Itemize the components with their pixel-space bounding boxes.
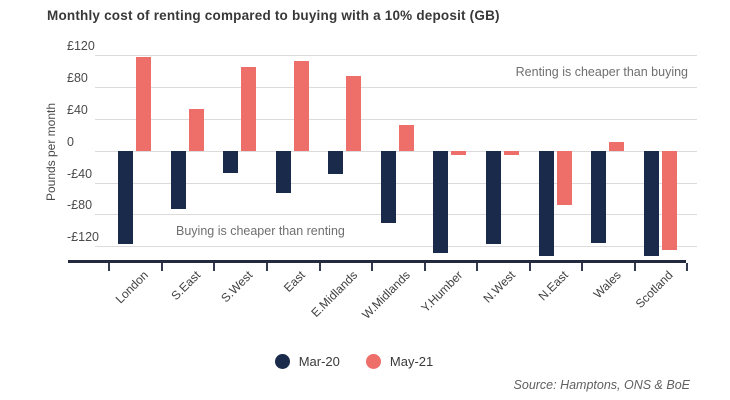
y-axis-title: Pounds per month (44, 102, 58, 202)
bar-mar20-east (275, 150, 291, 193)
x-axis-tick (686, 263, 689, 271)
bar-mar20-neast (538, 150, 554, 257)
category-label-emidlands: E.Midlands (308, 268, 361, 320)
y-tick-label-120: -£120 (67, 230, 99, 244)
bar-may21-wales (609, 142, 624, 151)
y-tick-label-40: £40 (67, 102, 88, 117)
gridline-40 (95, 182, 697, 184)
bar-mar20-london (118, 150, 134, 245)
x-axis-tick (265, 263, 268, 271)
x-axis-tick (476, 263, 479, 271)
bar-may21-east (293, 61, 309, 151)
x-axis-tick (581, 263, 584, 271)
x-axis-line (68, 260, 686, 263)
bar-may21-yhumber (451, 150, 467, 156)
category-label-wmidlands: W.Midlands (359, 268, 414, 322)
bar-mar20-wmidlands (380, 150, 396, 223)
chart-title: Monthly cost of renting compared to buyi… (47, 8, 500, 23)
gridline-80 (95, 214, 697, 216)
bar-may21-neast (556, 150, 572, 205)
gridline-40 (95, 118, 697, 120)
legend-item-may21: May-21 (365, 354, 434, 369)
x-axis-tick (108, 263, 111, 271)
bar-mar20-swest (223, 150, 239, 173)
bar-may21-emidlands (346, 76, 362, 151)
bar-may21-scotland (661, 150, 677, 250)
category-label-neast: N.East (535, 268, 571, 304)
gridline-120 (95, 55, 697, 57)
annotation-renting-cheaper: Renting is cheaper than buying (515, 65, 688, 79)
legend-swatch-may21 (365, 354, 381, 369)
y-tick-label-0: 0 (67, 134, 74, 149)
x-axis-tick (160, 263, 163, 271)
bar-mar20-seast (170, 150, 186, 209)
y-tick-label-120: £120 (67, 39, 95, 54)
bar-mar20-emidlands (328, 150, 344, 174)
bar-may21-wmidlands (398, 124, 414, 151)
x-axis-tick (213, 263, 216, 271)
x-axis-tick (371, 263, 374, 271)
x-axis-tick (423, 263, 426, 271)
legend: Mar-20 May-21 (0, 354, 719, 369)
bar-may21-swest (241, 67, 257, 151)
legend-swatch-mar20 (274, 354, 290, 369)
category-label-seast: S.East (168, 268, 203, 303)
legend-item-mar20: Mar-20 (274, 354, 340, 369)
bar-mar20-scotland (643, 150, 659, 257)
gridline-120 (95, 246, 697, 247)
y-tick-label-80: £80 (67, 71, 88, 86)
gridline-0 (95, 150, 697, 152)
category-label-nwest: N.West (480, 268, 519, 306)
legend-label-may21: May-21 (389, 354, 434, 369)
bar-mar20-wales (591, 150, 606, 243)
bar-may21-nwest (503, 150, 519, 155)
bar-may21-london (136, 57, 152, 151)
bar-mar20-nwest (485, 150, 501, 244)
category-label-yhumber: Y.Humber (418, 268, 466, 316)
category-label-scotland: Scotland (633, 268, 676, 311)
category-label-east: East (281, 268, 309, 295)
x-axis-tick (633, 263, 636, 271)
category-label-london: London (112, 268, 151, 307)
y-tick-label-40: -£40 (67, 166, 93, 181)
category-label-swest: S.West (218, 268, 256, 306)
bar-mar20-yhumber (433, 150, 449, 254)
category-label-wales: Wales (590, 268, 624, 302)
gridline-80 (95, 87, 697, 89)
x-axis-tick (318, 263, 321, 271)
legend-label-mar20: Mar-20 (298, 354, 340, 369)
annotation-buying-cheaper: Buying is cheaper than renting (176, 224, 345, 238)
x-axis-tick (528, 263, 531, 271)
bar-may21-seast (188, 109, 204, 151)
y-tick-label-80: -£80 (67, 198, 93, 213)
source-text: Source: Hamptons, ONS & BoE (513, 378, 690, 392)
